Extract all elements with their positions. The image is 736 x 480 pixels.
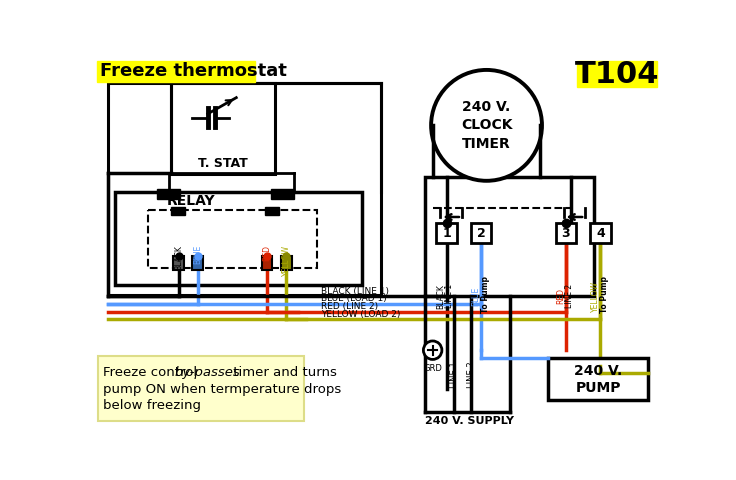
Text: To Pump: To Pump xyxy=(481,276,489,313)
Text: BLACK: BLACK xyxy=(436,284,445,309)
Text: Freeze control: Freeze control xyxy=(103,366,202,379)
Bar xyxy=(173,256,184,270)
Text: 1: 1 xyxy=(442,227,451,240)
Text: YELLOW (LOAD 2): YELLOW (LOAD 2) xyxy=(321,310,400,319)
Bar xyxy=(271,189,294,199)
Bar xyxy=(148,210,317,268)
Text: 2: 2 xyxy=(477,227,486,240)
Text: RELAY: RELAY xyxy=(167,194,216,208)
Bar xyxy=(98,356,304,421)
Text: 240 V.
PUMP: 240 V. PUMP xyxy=(574,364,623,395)
Text: BLACK (LINE 1): BLACK (LINE 1) xyxy=(321,287,389,296)
Text: 3: 3 xyxy=(562,227,570,240)
Bar xyxy=(157,189,180,199)
Text: 4: 4 xyxy=(596,227,605,240)
Bar xyxy=(116,192,362,285)
Bar xyxy=(548,358,648,400)
Bar xyxy=(576,60,657,87)
Text: T104: T104 xyxy=(576,60,659,89)
Text: YELLOW: YELLOW xyxy=(590,281,600,312)
Bar xyxy=(471,223,491,243)
Text: below freezing: below freezing xyxy=(103,399,201,412)
Text: GRD: GRD xyxy=(423,364,442,373)
Bar xyxy=(97,60,255,82)
Bar xyxy=(171,207,185,215)
Text: BLUE: BLUE xyxy=(471,287,481,306)
Text: RED: RED xyxy=(263,245,272,261)
Bar xyxy=(192,256,203,270)
Bar xyxy=(590,223,610,243)
Text: RED: RED xyxy=(556,288,565,304)
Text: BLUE (LOAD 1): BLUE (LOAD 1) xyxy=(321,294,386,303)
Text: LINE 1: LINE 1 xyxy=(445,284,454,308)
Bar xyxy=(281,256,291,270)
Text: Freeze thermostat: Freeze thermostat xyxy=(100,62,287,81)
Text: LINE 2: LINE 2 xyxy=(467,362,475,388)
Circle shape xyxy=(423,341,442,360)
Text: BLUE: BLUE xyxy=(194,245,202,264)
Text: 240 V.
CLOCK
TIMER: 240 V. CLOCK TIMER xyxy=(461,100,512,151)
Bar xyxy=(171,83,275,174)
Bar xyxy=(436,223,456,243)
Text: LINE 1: LINE 1 xyxy=(450,362,459,388)
Text: To Pump: To Pump xyxy=(600,276,609,313)
Text: by-passes: by-passes xyxy=(174,366,241,379)
Text: 240 V. SUPPLY: 240 V. SUPPLY xyxy=(425,416,514,426)
Bar xyxy=(556,223,576,243)
Bar xyxy=(107,83,381,295)
Text: YELLOW: YELLOW xyxy=(282,245,291,276)
Text: LINE 2: LINE 2 xyxy=(565,284,574,308)
Bar xyxy=(425,177,595,296)
Circle shape xyxy=(431,70,542,181)
Text: T. STAT: T. STAT xyxy=(197,157,247,170)
Bar xyxy=(262,256,272,270)
Bar xyxy=(265,207,279,215)
Text: pump ON when termperature drops: pump ON when termperature drops xyxy=(103,383,342,396)
Text: BLACK: BLACK xyxy=(174,245,183,270)
Text: RED (LINE 2): RED (LINE 2) xyxy=(321,302,378,311)
Text: timer and turns: timer and turns xyxy=(229,366,336,379)
